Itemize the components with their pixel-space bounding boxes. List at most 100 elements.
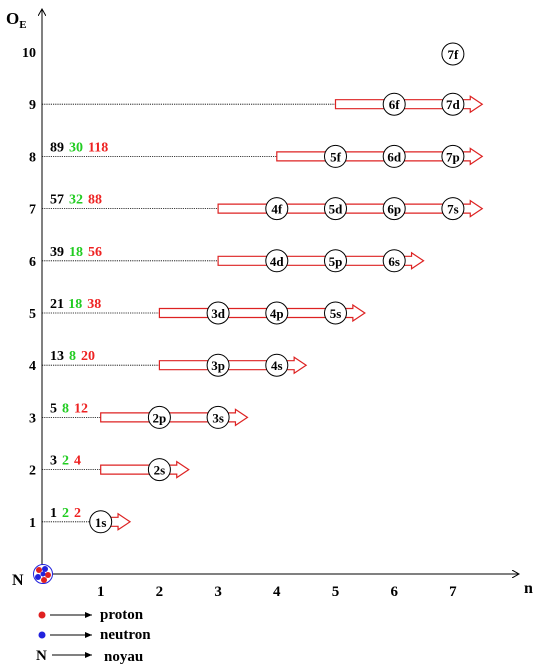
y-tick-label: 8	[29, 150, 36, 165]
orbital-label: 2p	[153, 410, 167, 425]
orbital-circle	[324, 249, 347, 273]
energy-row-1: 1 2 2 1s	[42, 506, 132, 534]
orbital-circle	[324, 144, 347, 168]
cumulative-number: 38	[87, 297, 101, 312]
x-tick-label: 7	[449, 584, 457, 600]
energy-row-4: 13 8 20 3p 4s	[42, 349, 308, 377]
legend-item-noyau: N noyau	[36, 648, 143, 665]
energy-row-6: 39 18 56 4d 5p 6s	[42, 245, 425, 273]
orbital-circle	[265, 301, 289, 325]
cumulative-number: 4	[74, 454, 81, 469]
electron-count: 2	[62, 454, 69, 469]
x-tick-label: 4	[273, 584, 281, 600]
energy-row-8: 89 30 118 5f 6d 7p	[42, 140, 484, 168]
electron-count: 8	[69, 349, 76, 364]
x-tick-labels: 1 2 3 4 5 6 7	[97, 584, 457, 600]
legend-label-proton: proton	[100, 607, 144, 623]
shell-numbers: 57 32 88	[50, 193, 102, 208]
total-number: 39	[50, 245, 64, 260]
orbital-circle	[324, 301, 347, 325]
orbital-circle	[324, 197, 347, 221]
y-tick-label: 3	[29, 411, 36, 426]
legend-item-proton: proton	[38, 607, 144, 623]
y-tick-labels: 1 2 3 4 5 6 7 8 9 10	[22, 46, 36, 531]
x-tick-label: 1	[97, 584, 105, 600]
cumulative-number: 12	[74, 401, 88, 416]
electron-count: 2	[62, 506, 69, 521]
x-tick-label: 6	[390, 584, 398, 600]
nucleus-icon	[33, 564, 53, 584]
energy-row-9: 6f 7d	[42, 92, 484, 116]
y-tick-label: 7	[29, 203, 36, 218]
shell-numbers: 5 8 12	[50, 401, 88, 416]
shell-numbers: 21 18 38	[50, 297, 101, 312]
cumulative-number: 118	[88, 140, 108, 155]
cumulative-number: 56	[88, 245, 102, 260]
x-tick-label: 2	[156, 584, 164, 600]
orbital-label: 7p	[446, 149, 460, 164]
orbital-circle	[441, 197, 465, 221]
y-tick-label: 2	[29, 464, 36, 479]
orbital-circle	[441, 144, 465, 168]
orbital-label: 5s	[330, 306, 342, 321]
orbital-circle	[206, 353, 230, 377]
y-tick-label: 10	[22, 46, 36, 61]
total-number: 5	[50, 401, 57, 416]
orbital-circle	[206, 301, 230, 325]
orbital-circle	[265, 197, 289, 221]
y-tick-label: 9	[29, 98, 36, 113]
orbital-label: 3s	[212, 410, 224, 425]
orbital-label: 1s	[95, 515, 107, 530]
total-number: 3	[50, 454, 57, 469]
x-axis-title: n	[524, 580, 533, 597]
legend: proton neutron N noyau	[36, 607, 151, 665]
energy-row-5: 21 18 38 3d 4p 5s	[42, 297, 366, 325]
energy-row-10: 7f	[441, 42, 465, 66]
orbital-circle	[206, 405, 230, 429]
orbital-label: 6p	[387, 202, 401, 217]
legend-label-noyau: noyau	[104, 649, 143, 665]
legend-marker-noyau: N	[36, 648, 47, 664]
energy-row-3: 5 8 12 2p 3s	[42, 401, 249, 429]
orbital-circle	[382, 92, 406, 116]
y-tick-label: 5	[29, 307, 36, 322]
orbital-label: 3p	[211, 358, 225, 373]
orbital-circle	[147, 405, 171, 429]
y-axis-title-subscript: E	[19, 19, 26, 31]
electron-count: 32	[69, 193, 83, 208]
shell-numbers: 13 8 20	[50, 349, 95, 364]
total-number: 13	[50, 349, 64, 364]
cumulative-number: 88	[88, 193, 102, 208]
origin-label: N	[12, 572, 24, 589]
cumulative-number: 2	[74, 506, 81, 521]
legend-item-neutron: neutron	[38, 627, 151, 643]
orbital-label: 4p	[270, 306, 284, 321]
y-tick-label: 4	[29, 359, 36, 374]
y-axis-title: OE	[6, 9, 27, 31]
energy-row-7: 57 32 88 4f 5d 6p 7s	[42, 193, 484, 221]
orbital-circle	[441, 42, 465, 66]
y-tick-label: 6	[29, 255, 36, 270]
orbital-label: 3d	[211, 306, 226, 321]
orbital-label: 7f	[447, 47, 459, 62]
orbital-label: 4f	[271, 202, 283, 217]
total-number: 57	[50, 193, 64, 208]
filling-arrow	[100, 460, 190, 479]
orbital-circle	[382, 249, 406, 273]
orbital-circle	[441, 92, 465, 116]
orbital-circle	[265, 353, 289, 377]
shell-numbers: 89 30 118	[50, 140, 108, 155]
orbital-circle	[89, 510, 113, 534]
x-tick-label: 5	[332, 584, 340, 600]
orbital-circle	[265, 249, 289, 273]
orbital-label: 4s	[271, 358, 283, 373]
orbital-label: 5f	[330, 149, 342, 164]
total-number: 21	[50, 297, 64, 312]
proton-dot-icon	[38, 611, 46, 619]
orbital-label: 4d	[270, 254, 285, 269]
x-tick-label: 3	[214, 584, 222, 600]
